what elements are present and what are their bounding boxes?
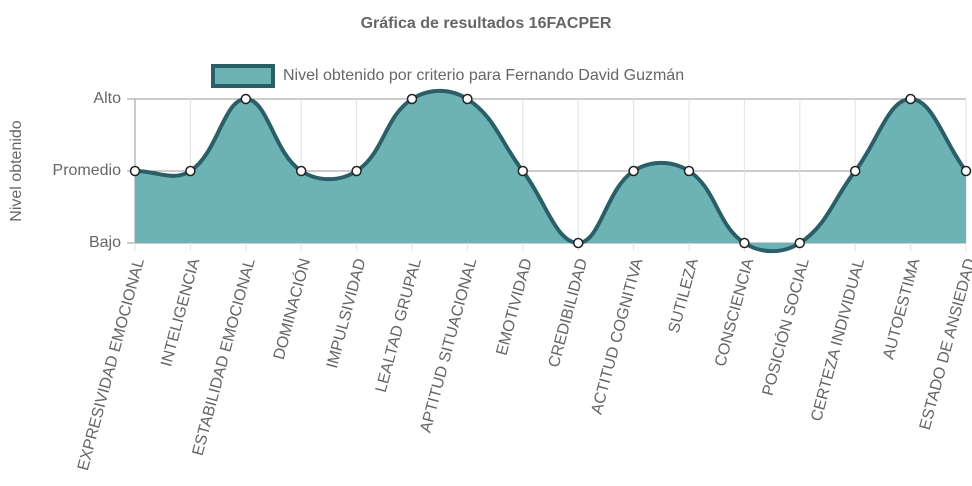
point [739,237,750,249]
x-tick-label: EXPRESIVIDAD EMOCIONAL [75,257,148,473]
x-tick-label: IMPULSIVIDAD [324,257,370,370]
area-fill [135,90,966,252]
legend-swatch [211,64,275,88]
x-tick-label: CERTEZA INDIVIDUAL [808,257,868,424]
point [240,93,252,105]
y-axis-label: Nivel obtenido [8,120,25,222]
point [794,237,806,249]
x-tick-label: POSICIÓN SOCIAL [758,256,813,398]
y-tick-label: Promedio [53,162,122,179]
x-tick-label: APTITUD SITUACIONAL [417,257,480,435]
point [406,93,418,105]
point [683,165,695,177]
point [905,93,916,105]
x-tick-label: AUTOESTIMA [880,256,923,361]
point [462,93,473,105]
x-tick-label: DOMINACIÓN [269,256,314,361]
x-tick-label: CONSCIENCIA [712,256,757,368]
point [572,237,584,249]
point [849,165,861,177]
chart-title: Gráfica de resultados 16FACPER [361,15,612,32]
point [351,165,362,177]
line [134,88,968,254]
x-tick-label: EMOTIVIDAD [494,257,536,358]
legend-label: Nivel obtenido por criterio para Fernand… [283,67,684,84]
x-tick-label: SUTILEZA [666,256,702,335]
x-tick-label: CREDIBILIDAD [546,257,591,370]
x-tick-label: ESTABILIDAD EMOCIONAL [190,257,259,458]
point [185,165,196,177]
x-tick-label: ESTADO DE ANSIEDAD [917,257,972,432]
point [960,165,972,177]
point [129,165,141,177]
x-tick-label: LEALTAD GRUPAL [373,257,425,395]
x-tick-label: ACTITUD COGNITIVA [589,256,647,416]
point [517,165,529,177]
point [295,165,307,177]
x-tick-label: INTELIGENCIA [158,256,203,368]
point [628,165,639,177]
y-tick-label: Bajo [89,234,121,251]
y-tick-label: Alto [93,90,121,107]
